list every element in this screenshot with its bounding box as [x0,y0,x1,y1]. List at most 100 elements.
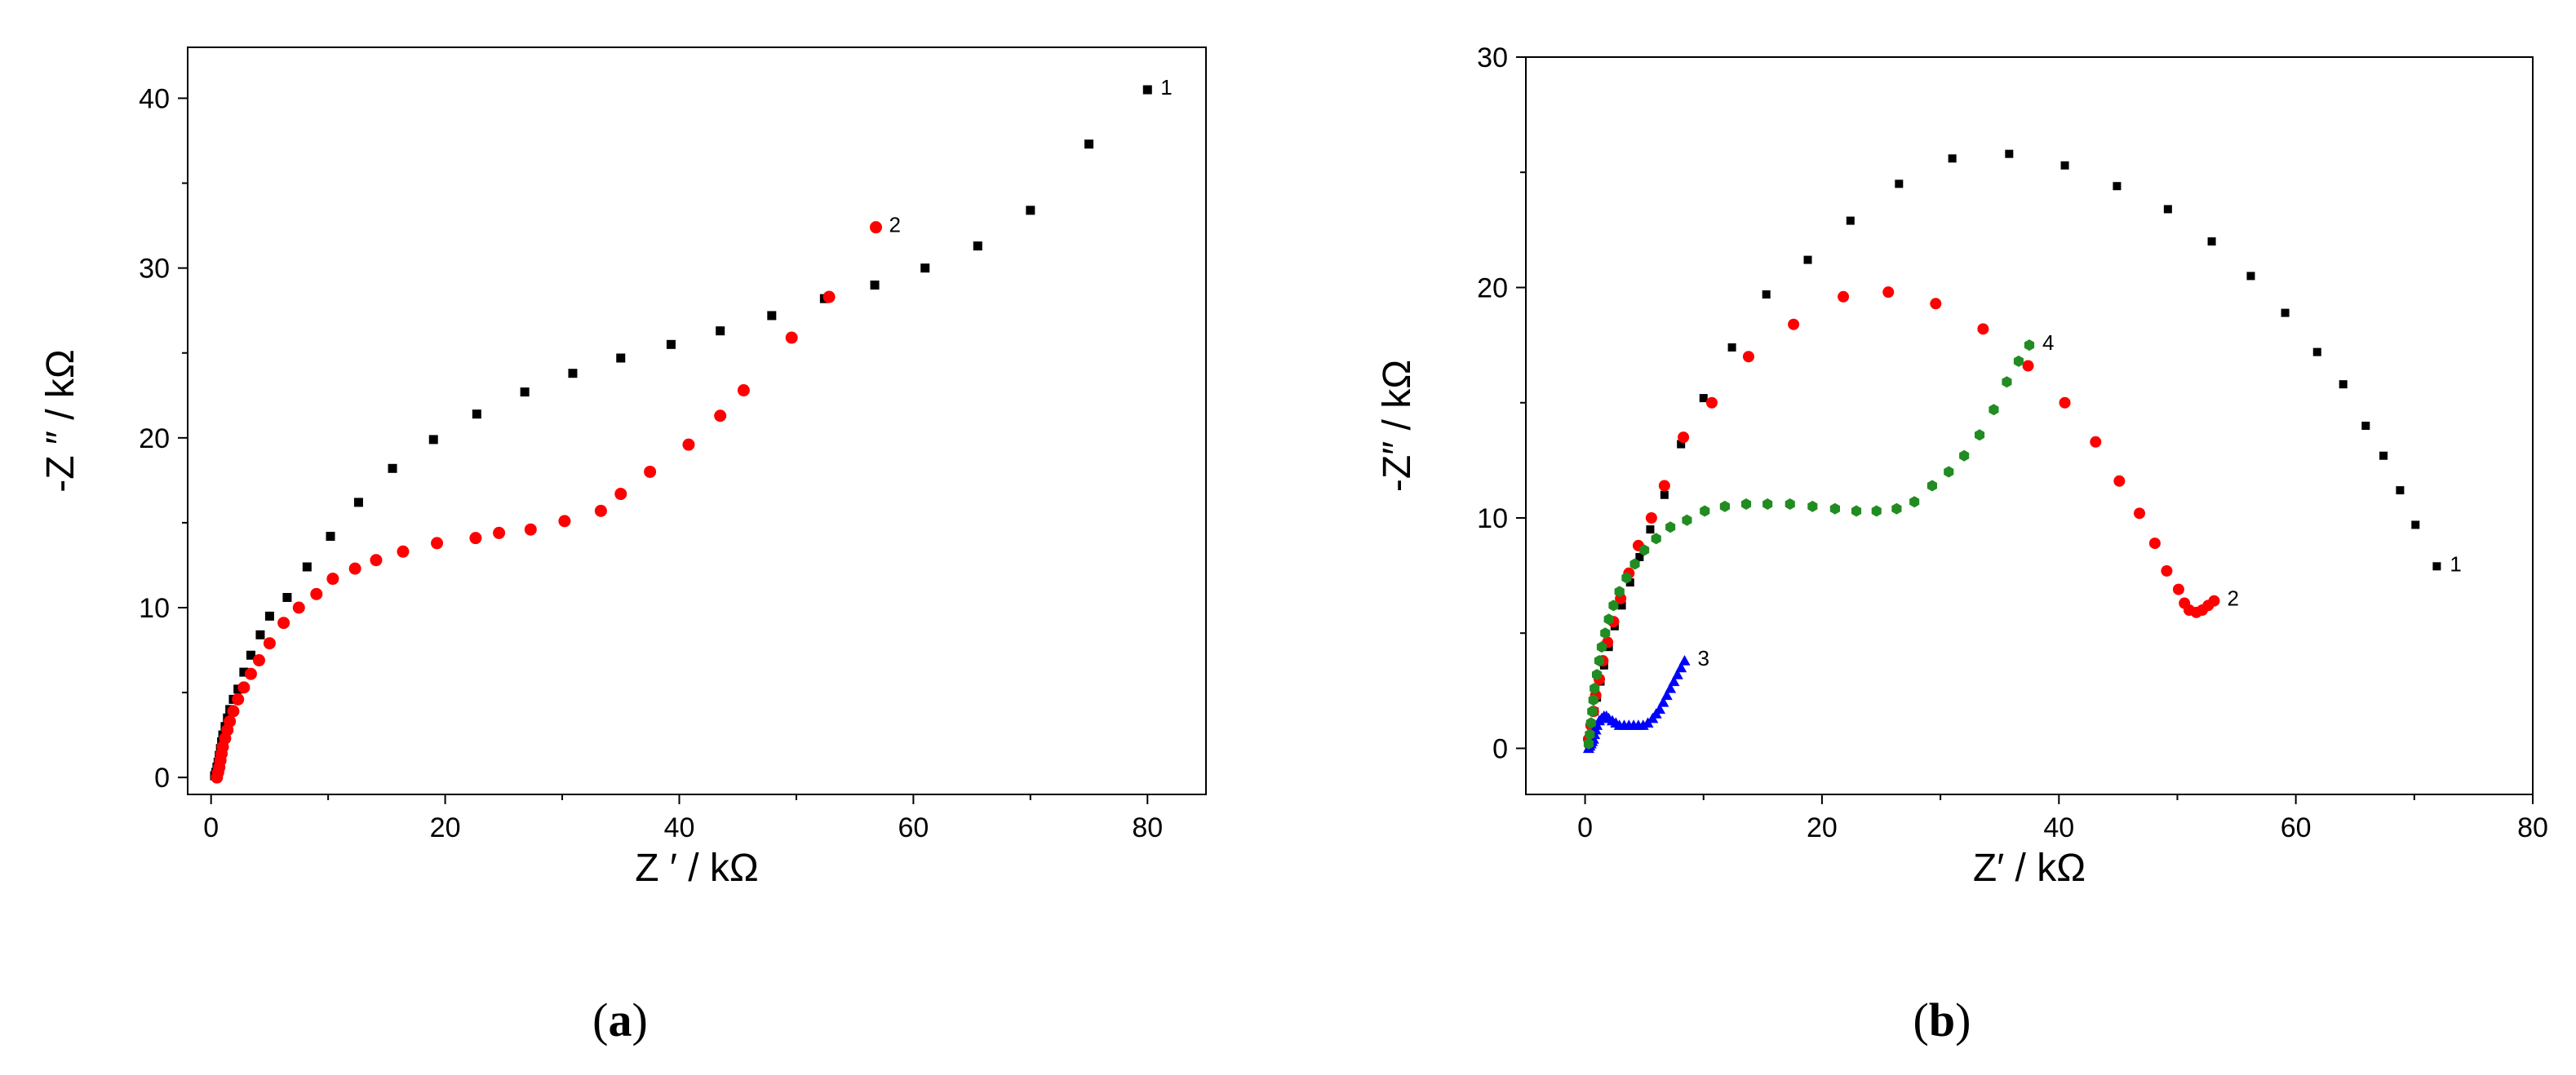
data-point [520,387,530,397]
data-point [1629,558,1640,570]
x-tick-label: 40 [664,812,695,843]
data-point [1699,394,1708,403]
data-point [558,515,571,528]
data-point [1585,728,1595,741]
data-point [524,523,537,536]
data-point [1596,641,1607,653]
y-axis-title-b: -Z″ / kΩ [1376,360,1419,492]
data-point [716,326,725,336]
data-point [2060,161,2069,170]
series-label-3: 3 [1698,646,1709,670]
data-point [1026,206,1035,215]
data-point [1977,323,1989,335]
panel-letter-b: b [1929,993,1955,1046]
data-point [2024,339,2035,352]
y-axis-b: 0 10 20 30 [1477,42,1526,765]
data-point [397,545,410,558]
data-point [1600,627,1611,639]
data-point [388,463,397,473]
data-point [239,667,249,677]
data-point [2163,205,2172,214]
data-point [472,409,481,419]
panel-label-b: (b) [1913,993,1971,1046]
data-point [2246,272,2255,281]
data-point [1639,544,1650,556]
y-tick-label: 10 [1477,503,1508,534]
data-point [2207,237,2216,246]
data-point [428,435,438,445]
data-point [1665,521,1676,533]
series-label-1: 1 [1160,75,1172,100]
data-point [616,353,626,363]
data-point [1658,480,1670,492]
data-point [2134,507,2146,520]
series-2 [211,221,882,784]
data-point [1829,502,1840,515]
data-point [714,409,727,422]
data-point [1671,669,1683,679]
data-point [1948,154,1957,163]
series-label-2: 2 [2227,586,2238,611]
data-point [246,650,255,660]
data-point [1646,525,1655,534]
data-point [1617,601,1626,610]
data-point [1975,429,1985,441]
y-tick-label: 20 [139,423,170,454]
data-point [253,654,266,667]
data-point [493,526,506,539]
data-point [2339,380,2348,389]
data-point [1665,683,1677,693]
data-point [1719,500,1730,512]
data-point [1678,655,1691,666]
x-axis-title-b: Z′ / kΩ [1973,847,2086,890]
data-point [1959,449,1970,462]
data-point [2113,182,2122,191]
data-point [614,488,627,501]
data-point [1762,290,1771,299]
data-point [822,290,836,303]
data-point [1660,490,1669,499]
data-point [1608,599,1619,612]
data-point [2022,360,2034,372]
data-point [1651,533,1661,545]
data-point [1677,440,1686,449]
data-point [1785,498,1795,510]
data-point [869,221,882,234]
data-point [292,601,305,614]
data-point [1594,655,1605,667]
x-tick-label: 80 [1132,812,1163,843]
data-point [1989,404,1999,416]
data-point [282,593,292,603]
data-point [2396,486,2405,495]
data-point [2005,149,2014,158]
data-point [1838,290,1850,303]
data-point [2148,538,2161,550]
data-point [227,705,240,718]
data-point [2113,475,2126,487]
data-point [666,339,676,349]
x-tick-label: 40 [2043,812,2074,843]
x-axis-b: 0 20 40 60 80 [1577,794,2548,843]
data-point [302,562,312,572]
data-point [1621,572,1632,584]
y-tick-label: 30 [1477,42,1508,73]
data-point [353,498,363,507]
x-tick-label: 60 [2281,812,2312,843]
data-point [1851,505,1862,517]
series-label-4: 4 [2042,330,2054,355]
data-point [1909,496,1920,508]
data-point [1762,498,1773,510]
y-tick-label: 0 [1492,734,1508,765]
data-point [310,587,323,600]
y-tick-label: 20 [1477,273,1508,304]
data-point [244,667,257,680]
data-point [644,465,657,478]
series-1 [210,85,1152,781]
data-point [2281,308,2290,317]
data-point [1585,717,1596,729]
series-labels-b: 1 2 3 4 [1698,330,2462,670]
data-point [1741,498,1752,510]
data-point [1926,480,1937,492]
